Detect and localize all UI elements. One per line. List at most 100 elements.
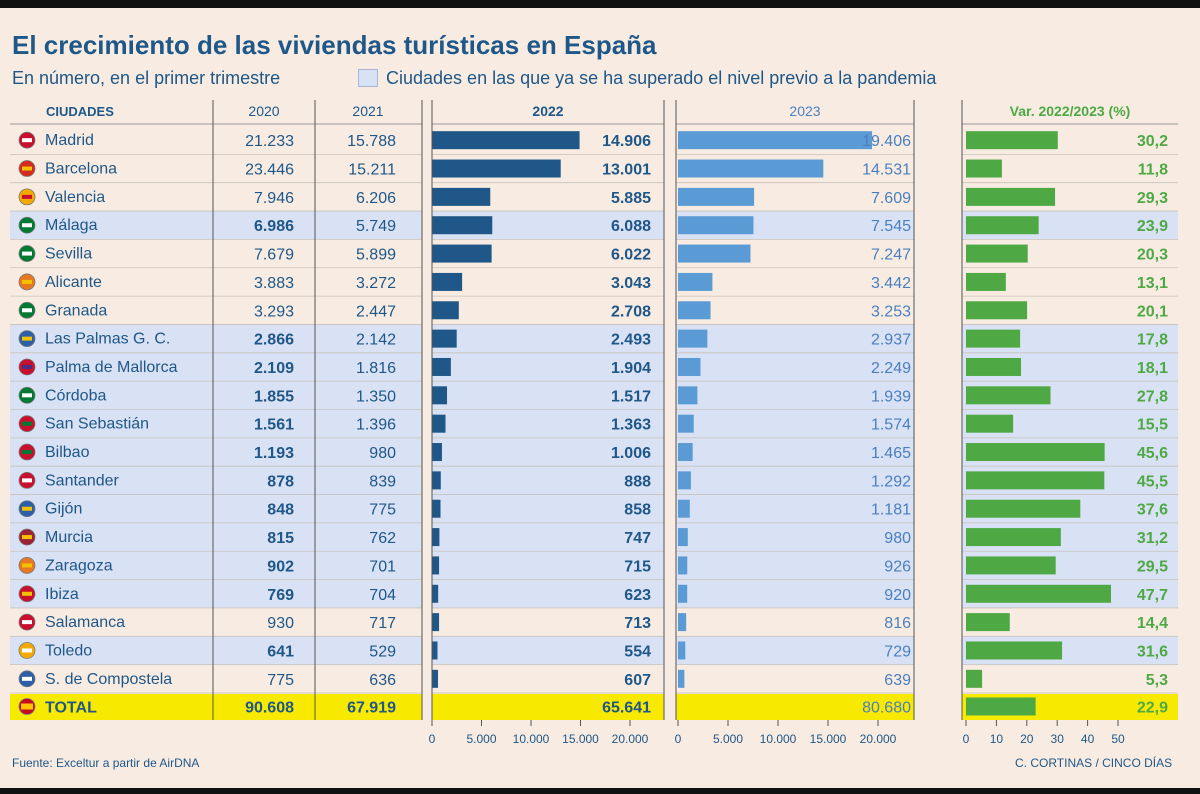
value-2022: 888: [624, 473, 651, 490]
row-highlight: [10, 522, 422, 552]
chart-title: El crecimiento de las viviendas turístic…: [12, 30, 657, 60]
bar-2023: [678, 272, 713, 291]
bar-2022: [432, 499, 441, 518]
value-2023: 3.442: [871, 275, 911, 292]
value-2022: 858: [624, 502, 651, 519]
city-label: Zaragoza: [45, 557, 113, 574]
valencia-crest-icon-band: [22, 194, 32, 199]
total-label: TOTAL: [45, 700, 97, 717]
value-variation: 15,5: [1137, 417, 1168, 434]
value-2021: 636: [369, 672, 396, 689]
bilbao-crest-icon: [18, 443, 36, 461]
axis-2023-tick-label: 5.000: [713, 732, 743, 746]
column-header-2020: 2020: [248, 103, 279, 119]
value-2023: 729: [884, 643, 911, 660]
bar-2023: [678, 414, 694, 433]
axis-variation-tick-label: 10: [990, 732, 1004, 746]
row-highlight: [676, 381, 914, 410]
city-label: Palma de Mallorca: [45, 359, 178, 376]
bar-2023: [678, 613, 687, 632]
bar-2022: [432, 357, 451, 376]
value-variation: 47,7: [1137, 587, 1168, 604]
granada-crest-icon: [18, 301, 36, 319]
toledo-crest-icon-band: [22, 648, 32, 653]
value-2021: 775: [369, 502, 396, 519]
bar-variation: [966, 613, 1010, 632]
total-row-highlight: [432, 694, 664, 720]
legend-label: Ciudades en las que ya se ha superado el…: [386, 68, 937, 88]
value-2022: 6.088: [611, 218, 651, 235]
bar-variation: [966, 159, 1002, 178]
axis-2022-tick-label: 0: [429, 732, 436, 746]
value-variation: 18,1: [1137, 360, 1168, 377]
bar-2022: [432, 414, 446, 433]
bar-2022: [432, 159, 561, 178]
city-label: Bilbao: [45, 444, 90, 461]
city-label: Sevilla: [45, 246, 92, 263]
value-2020: 2.109: [254, 360, 294, 377]
value-2020: 902: [267, 558, 294, 575]
column-header-2021: 2021: [352, 103, 383, 119]
value-2023: 926: [884, 558, 911, 575]
bar-2023: [678, 301, 711, 320]
value-2020: 7.679: [254, 247, 294, 264]
axis-2023-tick-label: 15.000: [810, 732, 847, 746]
city-label: Santander: [45, 472, 120, 489]
column-header-variation: Var. 2022/2023 (%): [1010, 103, 1131, 119]
value-variation: 37,6: [1137, 502, 1168, 519]
value-2023: 3.253: [871, 303, 911, 320]
row-highlight: [10, 466, 422, 495]
total-2020: 90.608: [245, 700, 294, 717]
city-label: Las Palmas G. C.: [45, 331, 170, 348]
value-variation: 31,6: [1137, 643, 1168, 660]
value-2023: 2.937: [871, 332, 911, 349]
row-highlight: [10, 551, 422, 580]
row-highlight: [676, 324, 914, 353]
row-highlight: [676, 522, 914, 552]
bar-variation: [966, 471, 1105, 490]
value-2021: 529: [369, 643, 396, 660]
row-highlight: [10, 437, 422, 467]
bar-2023: [678, 669, 685, 688]
value-2021: 5.899: [356, 247, 396, 264]
value-2022: 5.885: [611, 190, 651, 207]
value-2023: 2.249: [871, 360, 911, 377]
row-highlight: [676, 437, 914, 467]
bar-variation: [966, 556, 1056, 575]
row-highlight: [10, 636, 422, 665]
gijon-crest-icon: [18, 500, 36, 518]
total-row-highlight: [10, 694, 422, 720]
value-2020: 3.293: [254, 303, 294, 320]
axis-variation-tick-label: 30: [1051, 732, 1065, 746]
las-palmas-crest-icon-band: [22, 336, 32, 341]
axis-2022-tick-label: 5.000: [466, 732, 496, 746]
city-label: Salamanca: [45, 614, 125, 631]
madrid-crest-icon-band: [22, 138, 32, 143]
credit-note: C. CORTINAS / CINCO DÍAS: [1015, 756, 1173, 770]
value-2022: 713: [624, 615, 651, 632]
bar-2022: [432, 272, 463, 291]
value-2020: 2.866: [254, 332, 294, 349]
value-2021: 717: [369, 615, 396, 632]
row-highlight: [10, 409, 422, 438]
salamanca-crest-icon: [18, 613, 36, 631]
value-2021: 3.272: [356, 275, 396, 292]
row-highlight: [676, 551, 914, 580]
value-variation: 20,3: [1137, 247, 1168, 264]
value-2022: 14.906: [602, 133, 651, 150]
value-2022: 2.493: [611, 332, 651, 349]
spain-crest-icon-band: [21, 703, 33, 710]
axis-variation-tick-label: 50: [1111, 732, 1125, 746]
value-2022: 715: [624, 558, 651, 575]
bar-2023: [678, 244, 751, 263]
row-highlight: [432, 352, 664, 382]
row-highlight: [676, 579, 914, 608]
bilbao-crest-icon-band: [22, 450, 32, 455]
value-2022: 1.904: [611, 360, 651, 377]
bar-2022: [432, 613, 440, 632]
bar-variation: [966, 357, 1022, 376]
total-2022: 65.641: [602, 700, 651, 717]
axis-variation-tick-label: 20: [1020, 732, 1034, 746]
row-highlight: [676, 494, 914, 523]
